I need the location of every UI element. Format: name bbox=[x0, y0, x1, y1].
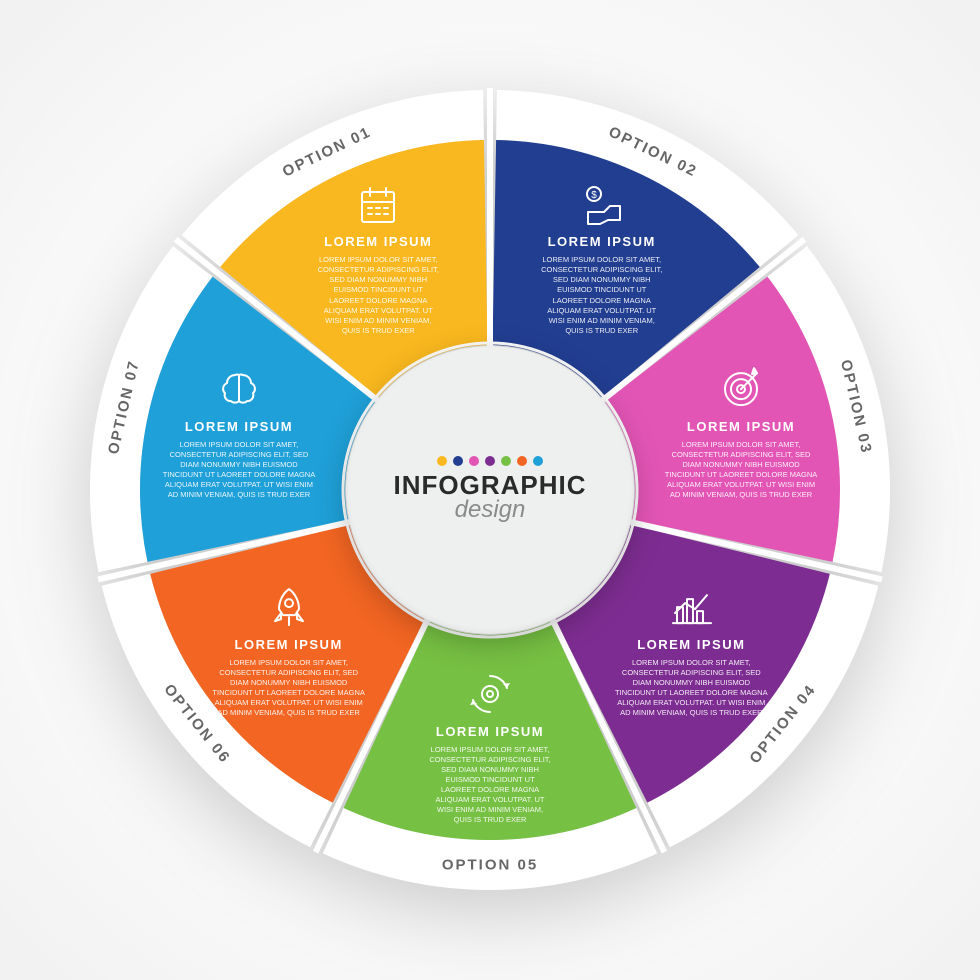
center-dots bbox=[437, 456, 543, 466]
center-dot bbox=[485, 456, 495, 466]
center-dot bbox=[517, 456, 527, 466]
center-dot bbox=[453, 456, 463, 466]
option-label-5: OPTION 05 bbox=[442, 857, 538, 874]
center-subtitle: design bbox=[455, 496, 526, 524]
center-dot bbox=[469, 456, 479, 466]
center-dot bbox=[533, 456, 543, 466]
center-title: INFOGRAPHIC bbox=[394, 472, 587, 498]
infographic-canvas: INFOGRAPHIC design OPTION 01LOREM IPSUML… bbox=[0, 0, 980, 980]
center-dot bbox=[437, 456, 447, 466]
center-circle: INFOGRAPHIC design bbox=[346, 346, 634, 634]
center-dot bbox=[501, 456, 511, 466]
